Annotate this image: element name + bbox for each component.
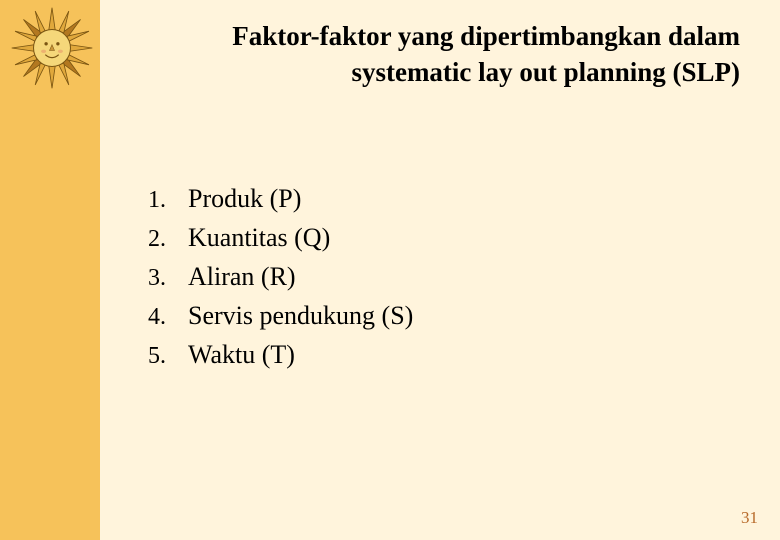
page-number: 31 xyxy=(741,508,758,528)
list-number: 3. xyxy=(148,260,188,296)
slide: Faktor-faktor yang dipertimbangkan dalam… xyxy=(0,0,780,540)
list-number: 2. xyxy=(148,221,188,257)
list-text: Produk (P) xyxy=(188,179,750,218)
title-line-2: systematic lay out planning (SLP) xyxy=(130,54,740,90)
list-item: 4. Servis pendukung (S) xyxy=(148,296,750,335)
sun-icon xyxy=(10,6,94,90)
list-item: 2. Kuantitas (Q) xyxy=(148,218,750,257)
list-number: 5. xyxy=(148,338,188,374)
list-text: Waktu (T) xyxy=(188,335,750,374)
factor-list: 1. Produk (P) 2. Kuantitas (Q) 3. Aliran… xyxy=(148,179,750,374)
list-text: Kuantitas (Q) xyxy=(188,218,750,257)
list-text: Aliran (R) xyxy=(188,257,750,296)
list-item: 1. Produk (P) xyxy=(148,179,750,218)
list-text: Servis pendukung (S) xyxy=(188,296,750,335)
list-item: 5. Waktu (T) xyxy=(148,335,750,374)
list-number: 4. xyxy=(148,299,188,335)
title-line-1: Faktor-faktor yang dipertimbangkan dalam xyxy=(130,18,740,54)
list-item: 3. Aliran (R) xyxy=(148,257,750,296)
list-number: 1. xyxy=(148,182,188,218)
slide-title: Faktor-faktor yang dipertimbangkan dalam… xyxy=(130,18,750,91)
sidebar xyxy=(0,0,100,540)
content-area: Faktor-faktor yang dipertimbangkan dalam… xyxy=(100,0,780,540)
